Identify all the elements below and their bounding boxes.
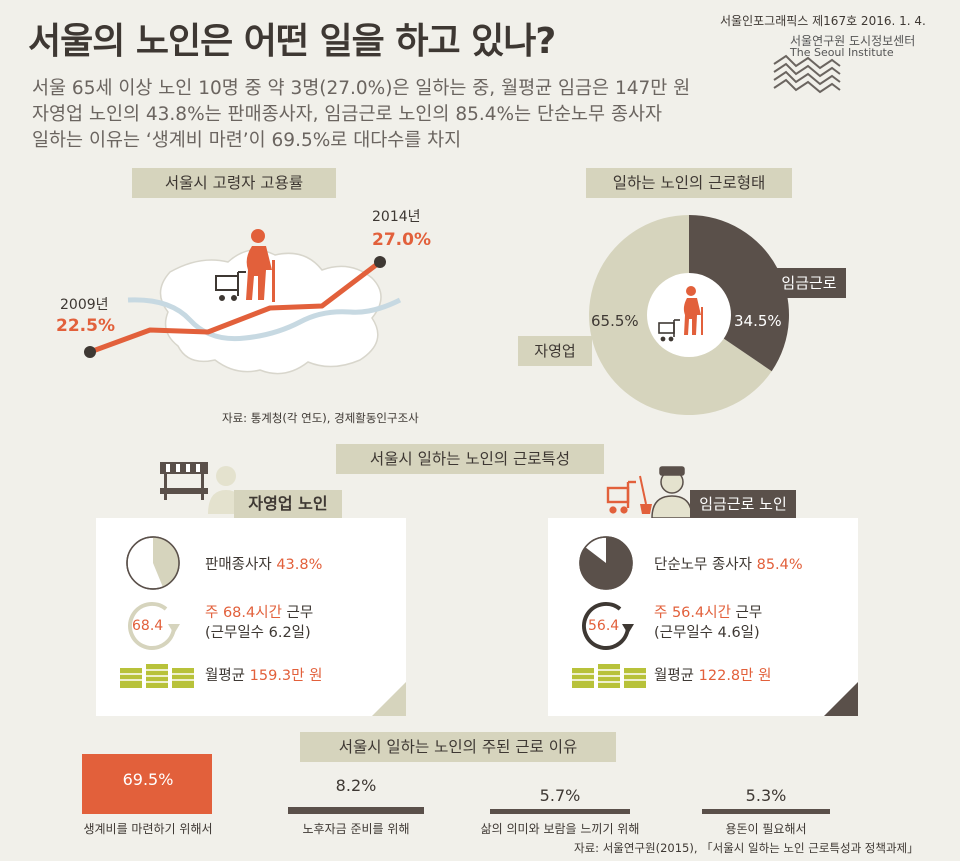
- employment-source: 자료: 통계청(각 연도), 경제활동인구조사: [222, 411, 419, 425]
- self-hours-suffix: 근무: [281, 605, 314, 621]
- employment-trend-line: [89, 260, 382, 355]
- wage-hours: 주 56.4시간: [654, 605, 731, 621]
- characteristics-label: 서울시 일하는 노인의 근로특성: [336, 444, 604, 474]
- reason-bar: [490, 809, 630, 814]
- self-hours: 주 68.4시간: [205, 605, 282, 621]
- reason-value: 5.3%: [745, 786, 787, 805]
- start-point: [84, 346, 96, 358]
- self-days: (근무일수 6.2일): [205, 625, 311, 641]
- reason-bar: [82, 754, 212, 814]
- reason-item: 5.7% 삶의 의미와 보람을 느끼기 위해: [460, 752, 660, 836]
- wage-worker-slice: [689, 215, 789, 372]
- wage-job-row: 단순노무 종사자 85.4%: [654, 553, 803, 574]
- reason-label: 노후자금 준비를 위해: [302, 822, 410, 836]
- reason-item: 69.5% 생계비를 마련하기 위해서: [48, 752, 248, 836]
- wage-job-value: 85.4%: [756, 557, 803, 573]
- reason-value: 5.7%: [539, 786, 581, 805]
- self-hours-block: 주 68.4시간 근무 (근무일수 6.2일): [205, 603, 313, 643]
- self-job-label: 판매종사자: [205, 557, 272, 573]
- start-value: 22.5%: [56, 316, 115, 336]
- wage-worker-value: 34.5%: [734, 312, 782, 330]
- river: [127, 297, 402, 342]
- elderly-worker-icon: [246, 229, 275, 302]
- employment-rate-label: 서울시 고령자 고용률: [132, 168, 336, 198]
- cart-icon: [658, 319, 680, 342]
- reason-item: 8.2% 노후자금 준비를 위해: [256, 752, 456, 836]
- work-type-label: 일하는 노인의 근로형태: [586, 168, 792, 198]
- worker-icons: [606, 466, 693, 518]
- self-job-row: 판매종사자 43.8%: [205, 553, 322, 574]
- self-wage-value: 159.3만 원: [249, 668, 323, 684]
- wage-hours-block: 주 56.4시간 근무 (근무일수 4.6일): [654, 603, 762, 643]
- wage-wage-label: 월평균: [654, 668, 695, 684]
- self-wage-label: 월평균: [205, 668, 246, 684]
- self-hours-icon-value: 68.4: [132, 618, 164, 634]
- summary-line-2: 자영업 노인의 43.8%는 판매종사자, 임금근로 노인의 85.4%는 단순…: [32, 104, 663, 125]
- sales-pie-icon: [126, 536, 180, 590]
- summary: 서울 65세 이상 노인 10명 중 약 3명(27.0%)은 일하는 중, 월…: [32, 76, 690, 154]
- cart-icon: [606, 480, 636, 514]
- wage-days: (근무일수 4.6일): [654, 625, 760, 641]
- summary-line-1: 서울 65세 이상 노인 10명 중 약 3명(27.0%)은 일하는 중, 월…: [32, 78, 691, 99]
- institute-name-en: The Seoul Institute: [790, 46, 894, 59]
- wage-hours-icon-value: 56.4: [588, 618, 620, 634]
- clock-arrow-icon: [582, 601, 634, 650]
- reasons-label: 서울시 일하는 노인의 주된 근로 이유: [300, 732, 616, 762]
- broom-icon: [639, 475, 652, 514]
- summary-line-3: 일하는 이유는 ‘생계비 마련’이 69.5%로 대다수를 차지: [32, 130, 462, 151]
- reason-value: 8.2%: [335, 776, 377, 795]
- reason-label: 용돈이 필요해서: [725, 822, 807, 836]
- end-point: [374, 256, 386, 268]
- money-stack-icon: [572, 664, 646, 688]
- self-job-value: 43.8%: [276, 557, 323, 573]
- institute-name-ko: 서울연구원 도시정보센터: [790, 34, 916, 48]
- reasons-source: 자료: 서울연구원(2015), 「서울시 일하는 노인 근로특성과 정책과제」: [574, 841, 919, 855]
- self-employed-value: 65.5%: [591, 312, 639, 330]
- reason-item: 5.3% 용돈이 필요해서: [666, 752, 866, 836]
- reason-label: 생계비를 마련하기 위해서: [83, 822, 213, 836]
- sales-pie-slice: [153, 537, 179, 588]
- wage-worker-tag: 임금근로: [772, 268, 846, 298]
- self-card-corner: [372, 682, 406, 716]
- self-wage-row: 월평균 159.3만 원: [205, 664, 322, 685]
- reason-bar: [288, 806, 424, 814]
- wage-wage-value: 122.8만 원: [698, 668, 772, 684]
- issue-info: 서울인포그래픽스 제167호 2016. 1. 4.: [720, 14, 926, 28]
- labor-pie-slice: [580, 537, 632, 589]
- wage-card-corner: [824, 682, 858, 716]
- money-stack-icon: [120, 664, 194, 688]
- cart-icon: [215, 271, 246, 301]
- clock-arrow-icon: [128, 601, 180, 650]
- work-type-donut: [589, 215, 789, 415]
- seoul-institute-logo-icon: [773, 54, 841, 94]
- end-value: 27.0%: [372, 230, 431, 250]
- wage-job-label: 단순노무 종사자: [654, 557, 752, 573]
- wage-worker-title: 임금근로 노인: [690, 490, 796, 518]
- reason-bar: [702, 809, 830, 814]
- labor-pie-icon: [579, 536, 633, 590]
- reason-value: 69.5%: [122, 770, 174, 789]
- worker-cap-icon: [651, 466, 693, 518]
- self-employed-tag: 자영업: [518, 336, 592, 366]
- wage-wage-row: 월평균 122.8만 원: [654, 664, 771, 685]
- wage-hours-suffix: 근무: [730, 605, 763, 621]
- self-employed-title: 자영업 노인: [234, 490, 342, 518]
- page-title: 서울의 노인은 어떤 일을 하고 있나?: [28, 21, 556, 62]
- employment-graphic: [84, 229, 402, 375]
- end-year: 2014년: [372, 209, 421, 225]
- start-year: 2009년: [60, 297, 109, 313]
- elderly-worker-icon: [683, 286, 703, 335]
- reason-label: 삶의 의미와 보람을 느끼기 위해: [480, 822, 640, 836]
